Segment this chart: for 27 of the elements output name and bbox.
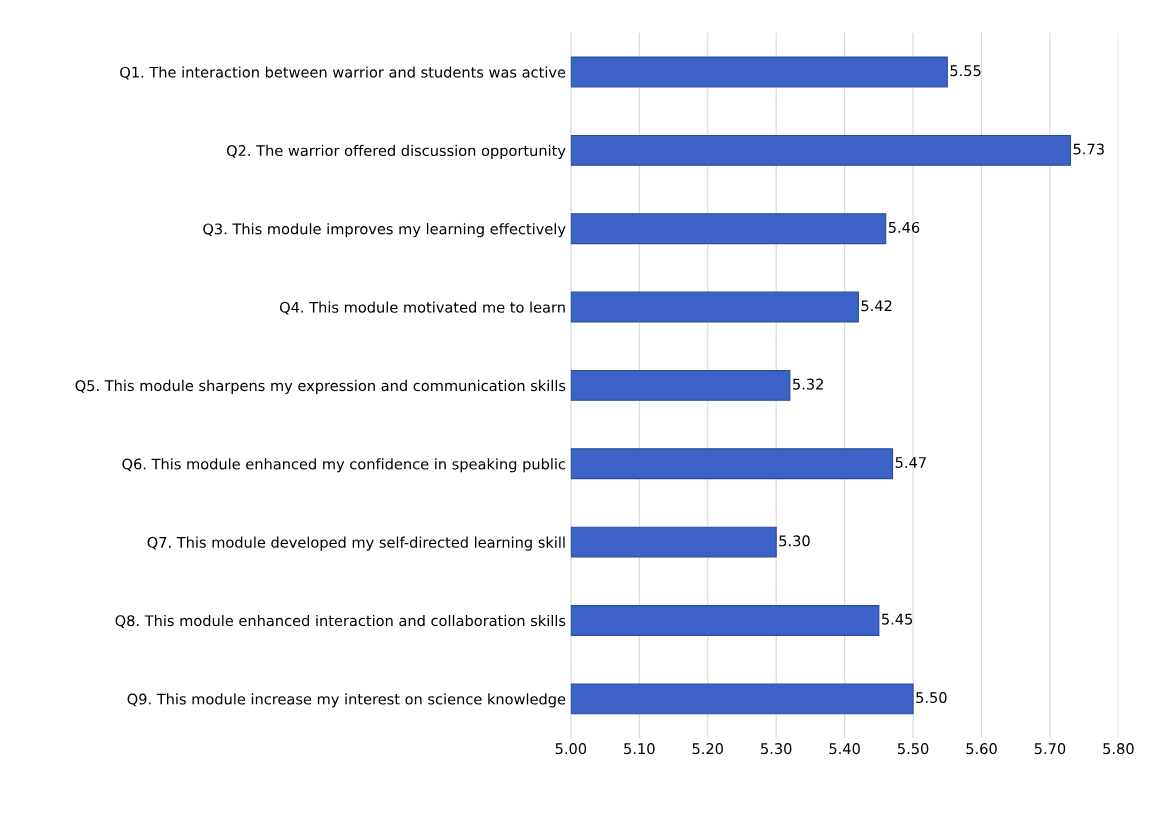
x-tick-label: 5.50: [897, 743, 929, 755]
x-tick-label: 5.30: [761, 743, 792, 755]
y-tick-label: Q5. This module sharpens my expression and communication skills: [75, 379, 566, 394]
x-tick-label: 5.40: [829, 743, 860, 755]
data-label: 5.30: [779, 535, 810, 547]
x-tick-label: 5.60: [966, 743, 997, 755]
data-label: 5.42: [861, 300, 892, 312]
x-tick-label: 5.70: [1034, 743, 1066, 755]
data-label: 5.73: [1073, 143, 1104, 155]
y-tick-label: Q6. This module enhanced my confidence in speaking public: [122, 458, 566, 473]
y-tick-label: Q3. This module improves my learning effectively: [203, 223, 566, 238]
y-tick-label: Q1. The interaction between warrior and students was active: [120, 66, 566, 80]
data-label: 5.46: [888, 221, 920, 233]
x-tick-label: 5.00: [555, 743, 587, 755]
data-label: 5.45: [882, 613, 913, 625]
y-tick-label: Q4. This module motivated me to learn: [279, 301, 565, 315]
data-label: 5.55: [950, 65, 981, 77]
x-tick-label: 5.10: [624, 743, 655, 755]
x-tick-label: 5.80: [1103, 743, 1134, 755]
data-label: 5.32: [793, 378, 823, 390]
y-tick-label: Q8. This module enhanced interaction and collaboration skills: [115, 614, 566, 628]
y-tick-label: Q9. This module increase my interest on science knowledge: [127, 693, 566, 708]
y-tick-label: Q2. The warrior offered discussion opportunity: [226, 144, 566, 159]
y-tick-label: Q7. This module developed my self-directed learning skill: [147, 536, 565, 551]
data-label: 5.50: [916, 692, 947, 704]
data-label: 5.47: [895, 457, 926, 468]
x-tick-label: 5.20: [692, 743, 723, 755]
